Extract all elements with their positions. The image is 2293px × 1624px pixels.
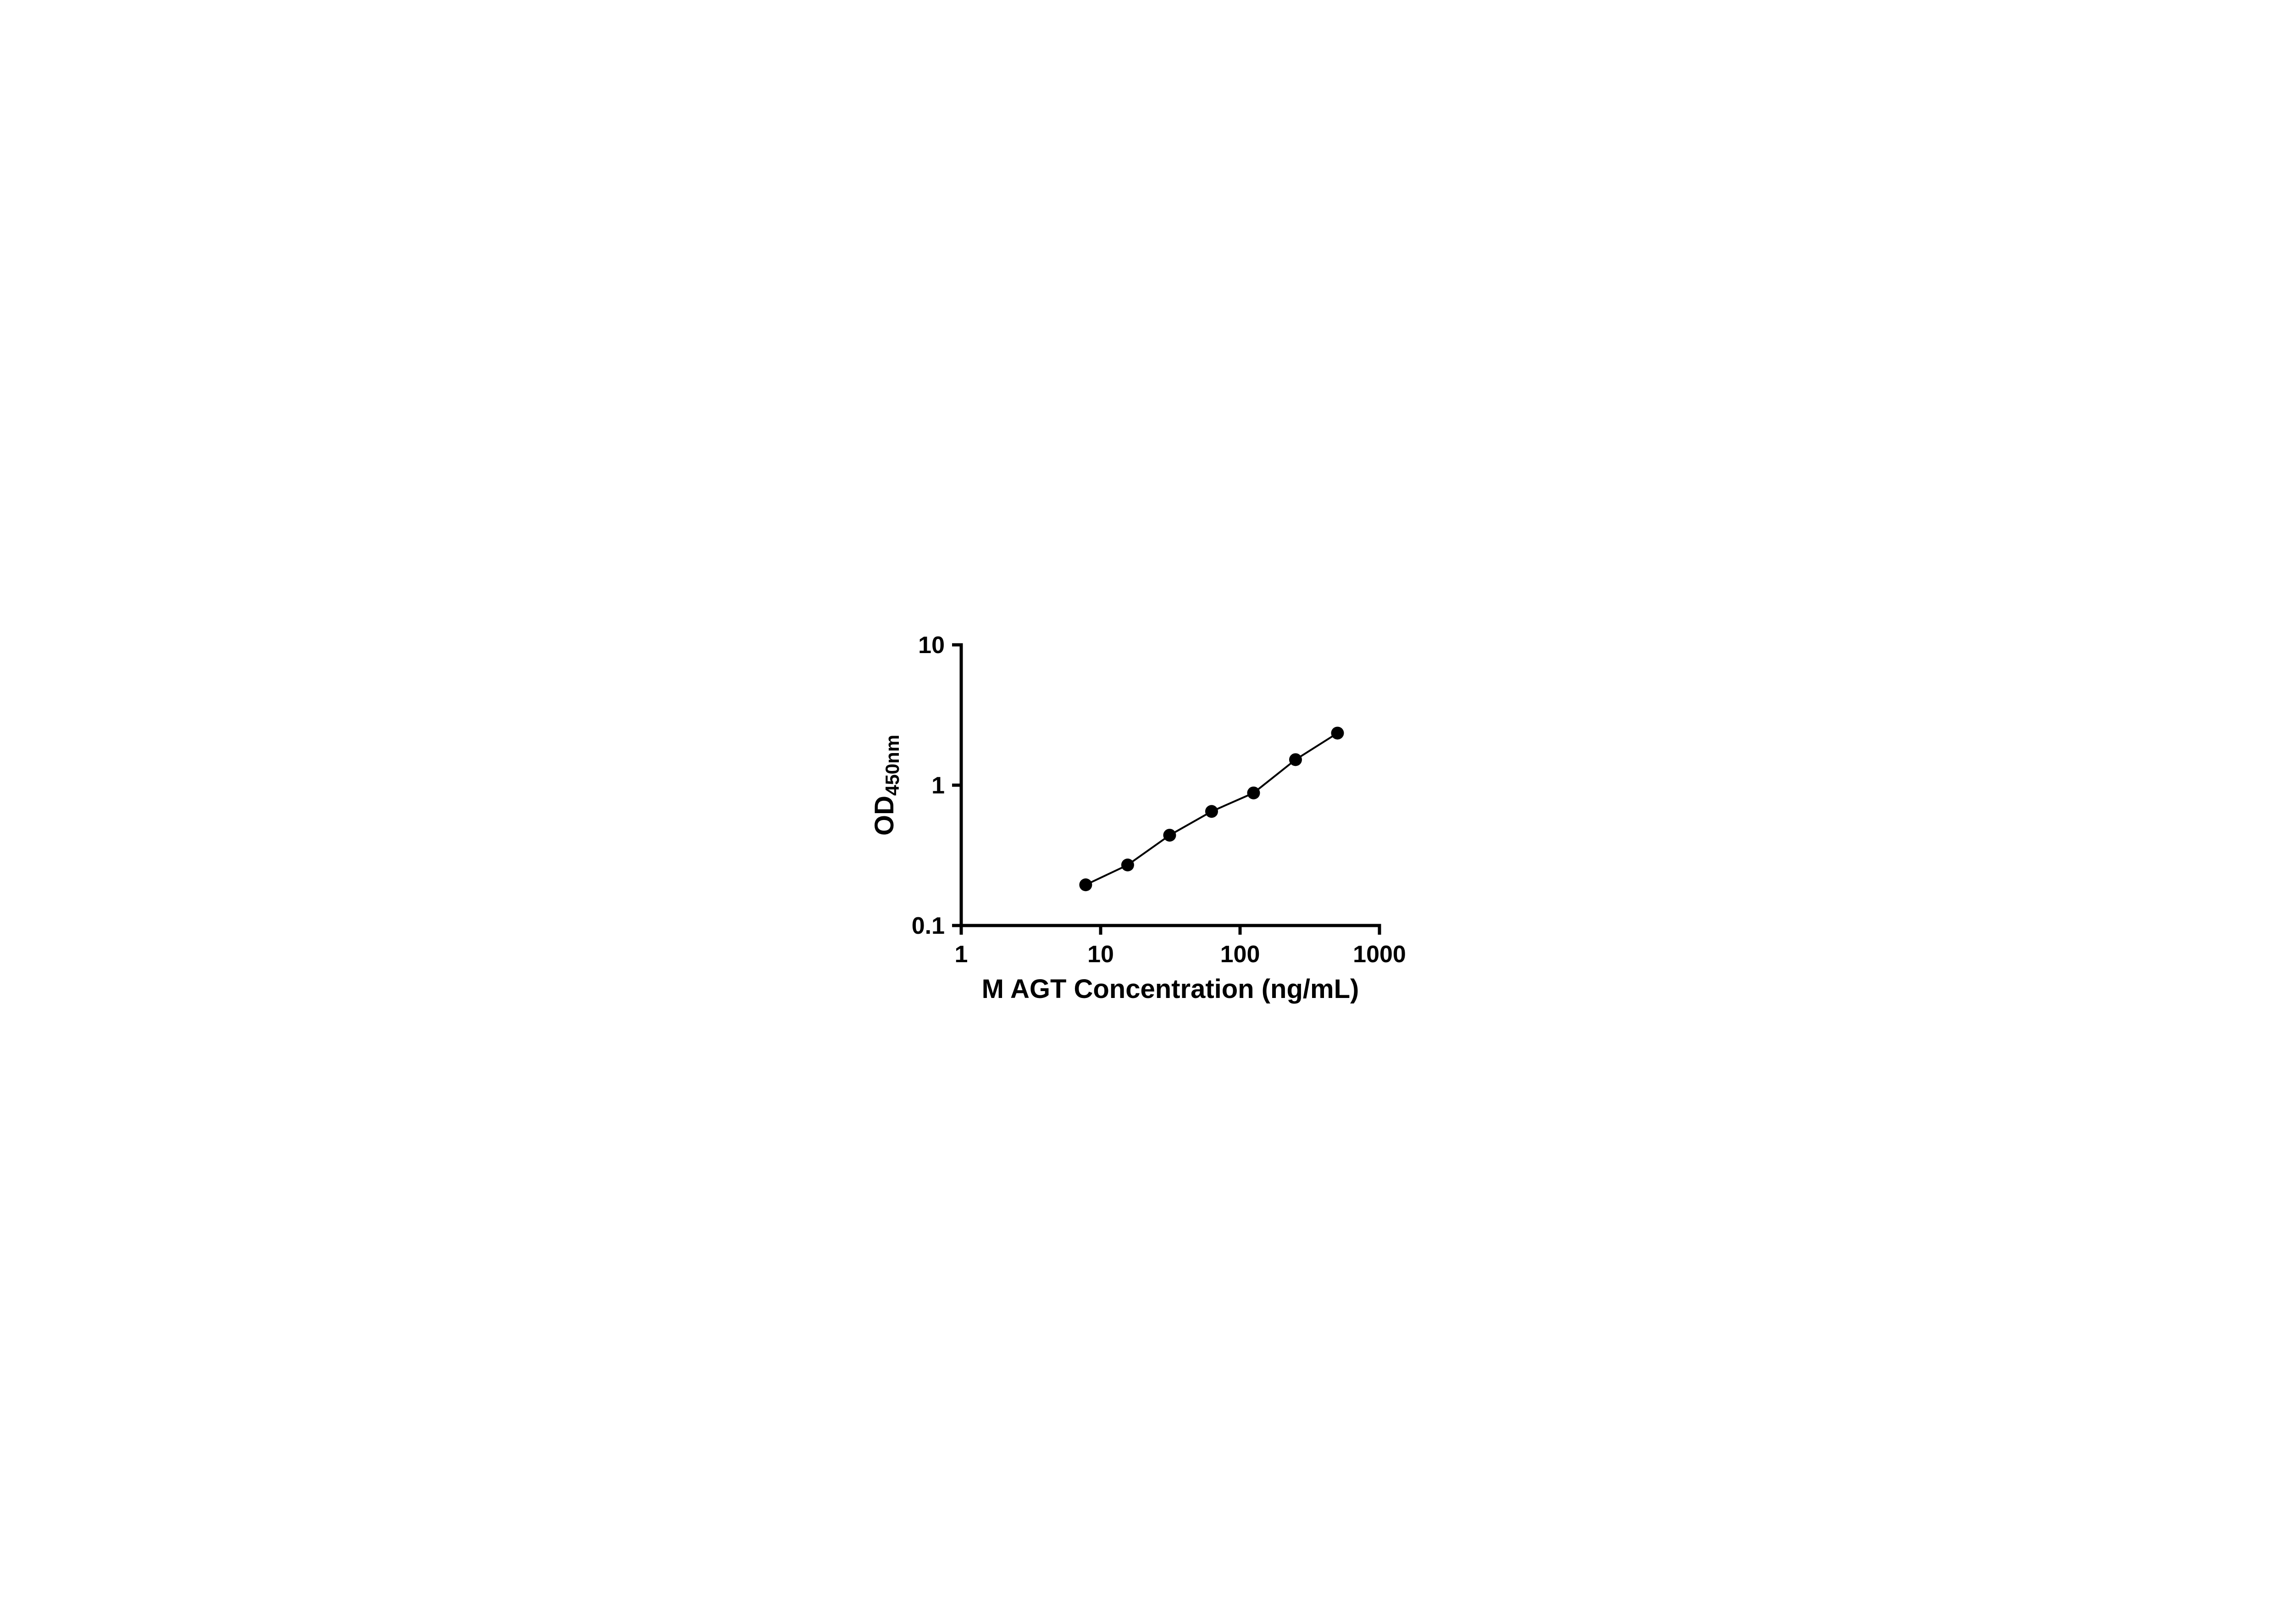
- x-axis-title: M AGT Concentration (ng/mL): [982, 974, 1359, 1004]
- data-point: [1247, 786, 1260, 799]
- data-point: [1331, 726, 1344, 740]
- x-tick-label: 1: [955, 941, 968, 968]
- data-point: [1289, 753, 1302, 766]
- data-point: [1079, 878, 1092, 892]
- plot-svg: 1 10 100 1000 0.1 1 10 M AGT Concentration (ng/…: [857, 609, 1436, 1015]
- x-tick-label: 100: [1220, 941, 1260, 968]
- standard-curve-figure: 1 10 100 1000 0.1 1 10 M AGT Concentration (ng/…: [857, 609, 1436, 1015]
- y-tick-label: 10: [918, 632, 945, 659]
- x-tick-label: 10: [1087, 941, 1114, 968]
- y-tick-label: 0.1: [912, 913, 945, 939]
- data-point: [1163, 829, 1176, 842]
- y-axis-title: OD450nm: [870, 735, 903, 836]
- data-point: [1205, 805, 1218, 818]
- data-point: [1121, 859, 1134, 872]
- y-tick-label: 1: [931, 772, 945, 799]
- x-tick-label: 1000: [1353, 941, 1406, 968]
